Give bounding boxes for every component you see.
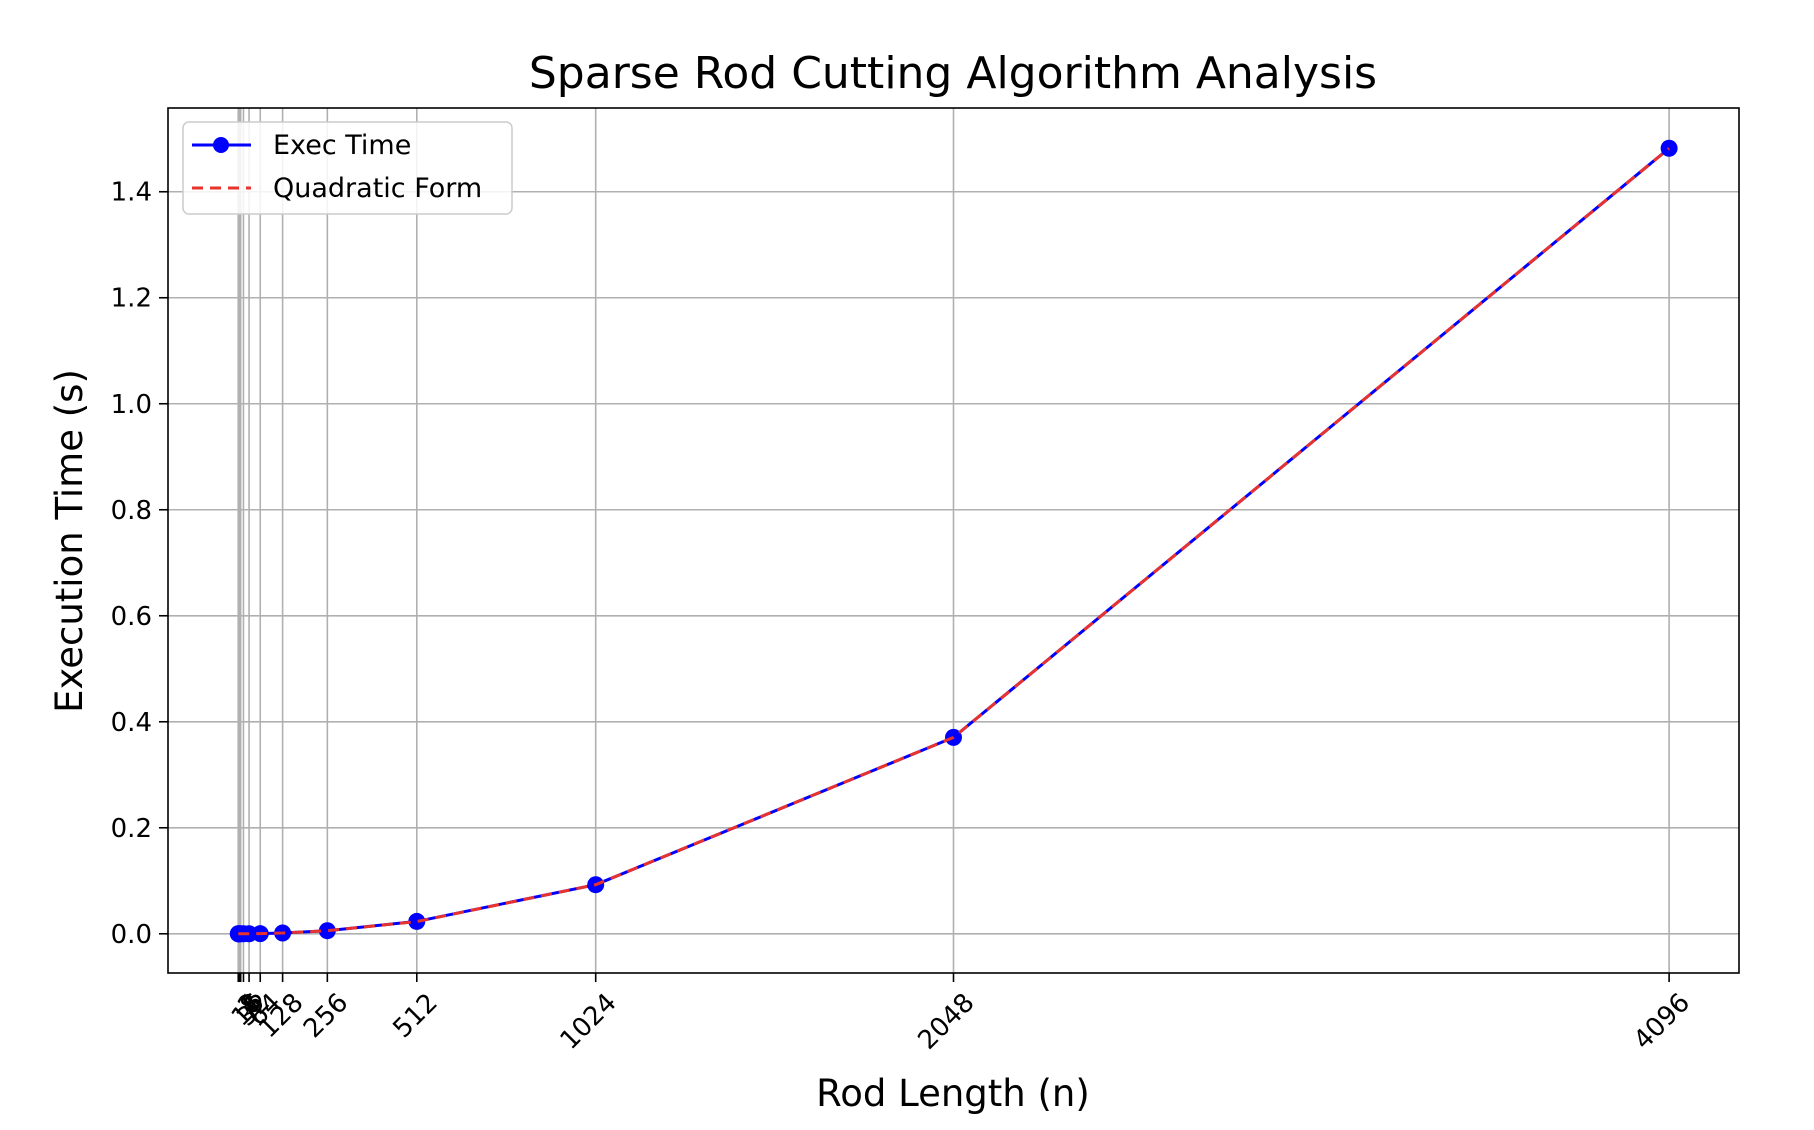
grid-lines	[168, 108, 1739, 973]
y-axis-label: Execution Time (s)	[48, 369, 91, 713]
x-axis-label: Rod Length (n)	[816, 1072, 1090, 1115]
chart-title: Sparse Rod Cutting Algorithm Analysis	[529, 48, 1377, 99]
y-tick-label: 0.0	[111, 920, 152, 950]
legend-marker-exec-time	[213, 137, 229, 153]
legend-label-exec-time: Exec Time	[273, 130, 411, 161]
data-series	[229, 139, 1678, 943]
y-tick-label: 0.8	[111, 496, 152, 526]
y-tick-label: 1.2	[111, 284, 152, 314]
y-axis-ticks: 0.0 0.2 0.4 0.6 0.8 1.0 1.2 1.4	[111, 178, 168, 950]
y-tick-label: 0.2	[111, 814, 152, 844]
y-tick-label: 0.4	[111, 708, 152, 738]
legend: Exec Time Quadratic Form	[182, 121, 513, 215]
legend-box	[182, 121, 513, 215]
y-tick-label: 1.4	[111, 178, 152, 208]
series-line-quadratic-form	[237, 147, 1671, 936]
legend-label-quadratic-form: Quadratic Form	[273, 173, 482, 204]
y-tick-label: 0.6	[111, 602, 152, 632]
y-tick-label: 1.0	[111, 390, 152, 420]
data-point-exec-time	[408, 912, 426, 930]
data-point-exec-time	[318, 922, 336, 940]
